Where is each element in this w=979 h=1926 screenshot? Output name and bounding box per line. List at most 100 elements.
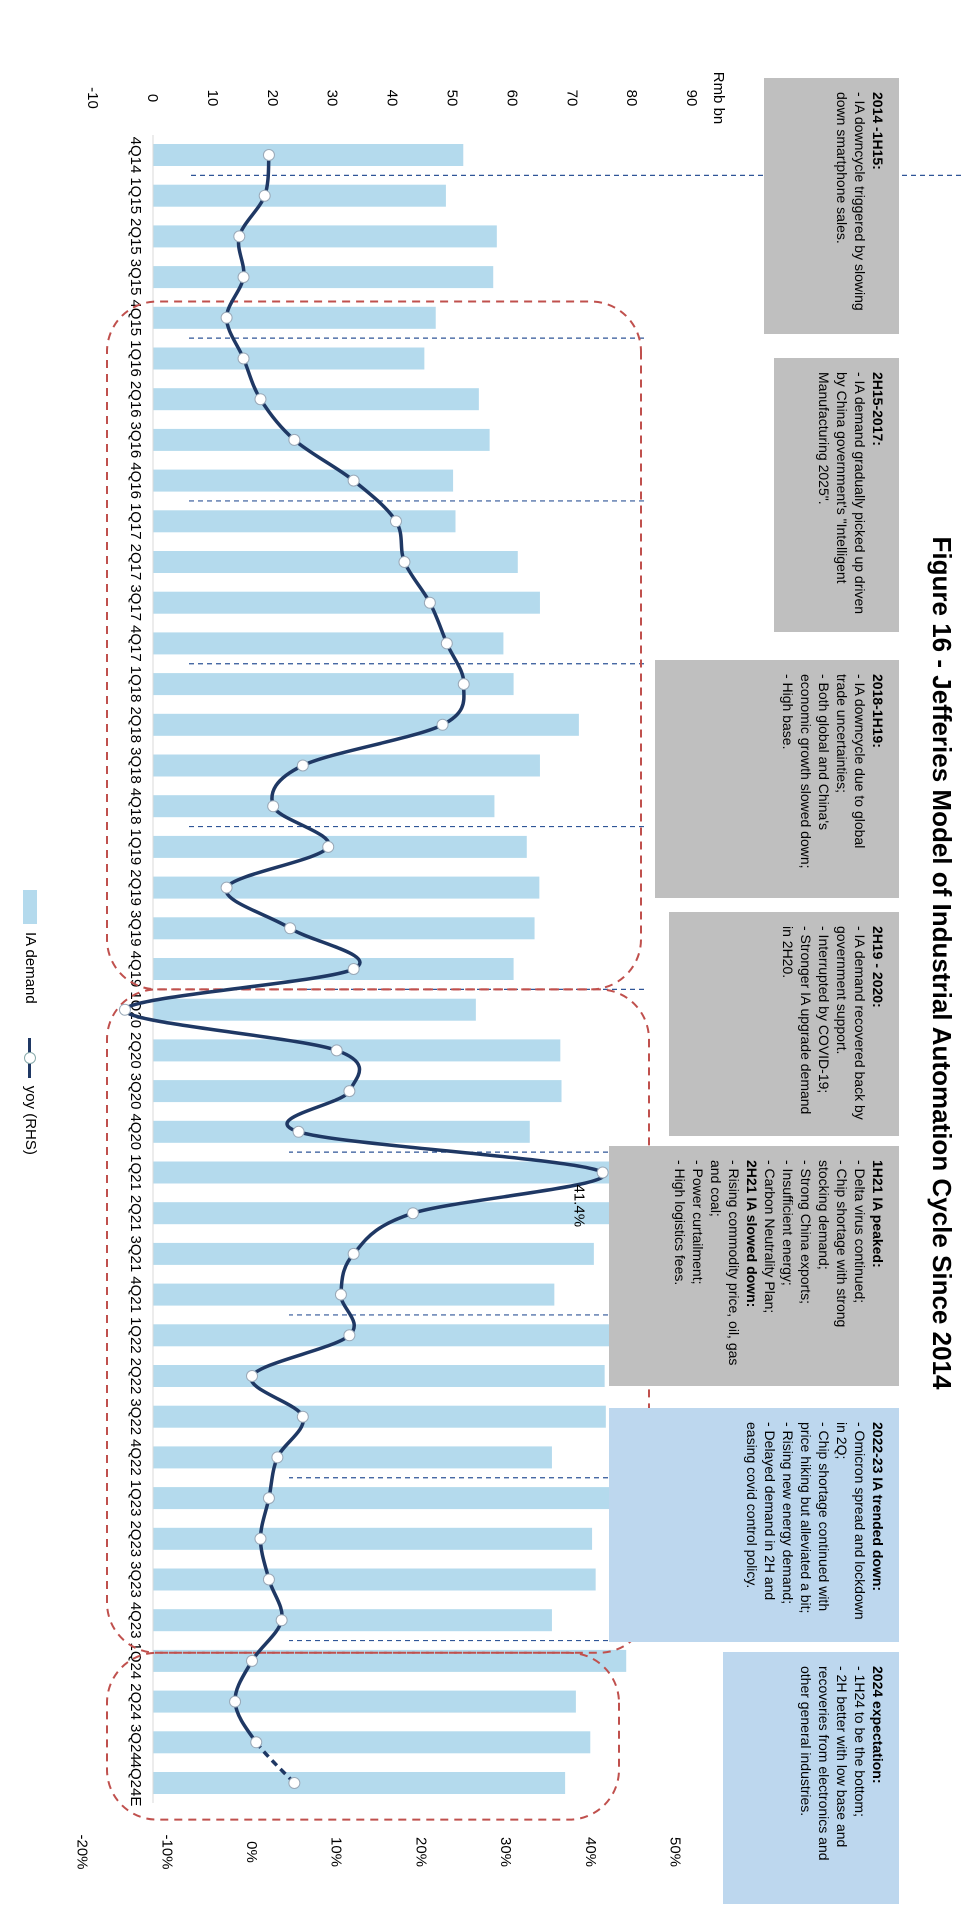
x-tick-label-2Q24: 2Q24 [127, 1683, 144, 1720]
bar-2Q21 [153, 1202, 630, 1225]
note-line: - IA downcycle triggered by slowing down… [834, 92, 868, 311]
yoy-marker-1Q21 [596, 1166, 609, 1179]
yoy-marker-1Q19 [322, 840, 335, 853]
x-tick-label-4Q19: 4Q19 [127, 951, 144, 988]
y-left-tick-label: 70 [563, 90, 580, 107]
yoy-marker-3Q20 [343, 1085, 356, 1098]
note-heading: 2022-23 IA trended down: [870, 1422, 886, 1592]
note-line: - Delta virus continued; [852, 1160, 868, 1304]
bar-4Q24E [153, 1772, 566, 1794]
yoy-marker-2Q23 [254, 1532, 267, 1545]
yoy-marker-2Q16 [254, 393, 267, 406]
x-tick-label-3Q24: 3Q24 [127, 1724, 144, 1761]
x-tick-label-1Q24: 1Q24 [127, 1643, 144, 1680]
bar-3Q21 [153, 1242, 594, 1265]
bar-4Q18 [153, 795, 495, 818]
x-tick-label-1Q18: 1Q18 [127, 666, 144, 703]
x-tick-label-3Q21: 3Q21 [127, 1236, 144, 1273]
x-tick-label-4Q18: 4Q18 [127, 788, 144, 825]
yoy-marker-1Q23 [262, 1492, 275, 1505]
yoy-marker-1Q20 [118, 1003, 131, 1016]
note-box-2h19-2020: 2H19 - 2020: - IA demand recovered back b… [669, 912, 899, 1136]
bar-2Q23 [153, 1527, 593, 1550]
bar-4Q14 [152, 144, 464, 166]
bar-2Q19 [153, 876, 540, 899]
yoy-marker-2Q21 [406, 1207, 419, 1220]
note-box-2022-23: 2022-23 IA trended down: - Omicron spread… [609, 1408, 899, 1642]
bar-4Q19 [153, 958, 514, 980]
note-line: - IA downcycle due to global trade uncer… [834, 674, 868, 849]
x-tick-label-4Q20: 4Q20 [127, 1113, 144, 1150]
bar-3Q23 [153, 1568, 596, 1591]
y-left-tick-label: -10 [84, 87, 101, 109]
bar-3Q16 [153, 428, 490, 451]
y-left-tick-label: 50 [444, 90, 461, 107]
y-right-tick-label: 20% [412, 1837, 429, 1867]
bar-1Q21 [153, 1161, 627, 1184]
bar-1Q23 [153, 1487, 635, 1510]
x-tick-label-1Q21: 1Q21 [127, 1154, 144, 1191]
bar-3Q20 [153, 1080, 562, 1103]
bar-3Q15 [153, 266, 494, 289]
note-heading: 1H21 IA peaked: [870, 1160, 886, 1268]
y-right-tick-label: 50% [667, 1837, 684, 1867]
note-line: - Rising new energy demand; [780, 1422, 796, 1605]
note-line: - Chip shortage with strong stocking dem… [816, 1160, 850, 1328]
bar-2Q17 [153, 551, 518, 573]
bar-3Q18 [153, 754, 540, 777]
x-tick-label-4Q21: 4Q21 [127, 1276, 144, 1313]
yoy-marker-3Q22 [296, 1410, 309, 1423]
x-tick-label-4Q14: 4Q14 [127, 137, 144, 174]
x-tick-label-1Q19: 1Q19 [127, 829, 144, 866]
x-tick-label-3Q16: 3Q16 [127, 422, 144, 459]
note-heading: 2024 expectation: [870, 1666, 886, 1784]
y-right-tick-label: -10% [158, 1834, 175, 1869]
bar-4Q22 [153, 1446, 552, 1469]
bar-4Q21 [153, 1283, 555, 1306]
yoy-marker-1Q24 [246, 1654, 258, 1667]
x-tick-label-2Q16: 2Q16 [127, 381, 144, 418]
yoy-marker-3Q23 [262, 1573, 275, 1586]
y-left-axis-label: Rmb bn [710, 72, 727, 125]
bar-4Q23 [153, 1609, 552, 1632]
yoy-line [123, 154, 606, 1744]
yoy-marker-3Q24 [250, 1736, 263, 1749]
x-tick-label-4Q15: 4Q15 [127, 299, 144, 336]
x-tick-label-3Q23: 3Q23 [127, 1561, 144, 1598]
note-heading: 2014 -1H15: [870, 92, 886, 170]
note-line: - Power curtailment; [690, 1160, 706, 1285]
yoy-marker-2Q22 [246, 1370, 258, 1382]
yoy-marker-1Q16 [237, 352, 250, 365]
note-line: - Insufficient energy; [780, 1160, 796, 1286]
note-box-1h21-peak: 1H21 IA peaked: - Delta virus continued; -… [609, 1146, 899, 1386]
x-tick-label-3Q22: 3Q22 [127, 1398, 144, 1435]
x-tick-label-4Q16: 4Q16 [127, 462, 144, 499]
note-line: - Rising commodity price, oil, gas and c… [708, 1160, 742, 1366]
yoy-marker-3Q16 [288, 433, 301, 446]
note-line: - IA demand gradually picked up driven b… [816, 372, 868, 615]
x-tick-label-2Q18: 2Q18 [127, 706, 144, 743]
note-line: - Strong China exports; [798, 1160, 814, 1304]
yoy-marker-4Q21 [334, 1288, 347, 1301]
bar-1Q24 [153, 1649, 627, 1672]
cycle-outline-3 [106, 1651, 620, 1821]
y-right-tick-label: 40% [582, 1837, 599, 1867]
x-tick-label-4Q22: 4Q22 [127, 1439, 144, 1476]
x-tick-label-3Q19: 3Q19 [127, 910, 144, 947]
yoy-marker-3Q21 [347, 1247, 360, 1260]
bar-1Q18 [153, 673, 514, 696]
legend-bar-swatch [23, 890, 38, 924]
bar-1Q20 [153, 998, 476, 1021]
note-heading: 2H19 - 2020: [870, 926, 886, 1008]
yoy-marker-4Q15 [220, 311, 233, 324]
yoy-marker-4Q23 [275, 1614, 288, 1627]
x-tick-label-3Q17: 3Q17 [127, 584, 144, 621]
yoy-marker-2Q24 [229, 1695, 242, 1708]
y-right-tick-label: 0% [243, 1841, 260, 1863]
bar-1Q15 [153, 184, 446, 207]
yoy-marker-3Q18 [296, 759, 309, 772]
yoy-marker-1Q15 [258, 189, 271, 202]
yoy-marker-4Q22 [271, 1451, 284, 1464]
note-line: - Both global and China's economic growt… [798, 674, 832, 869]
